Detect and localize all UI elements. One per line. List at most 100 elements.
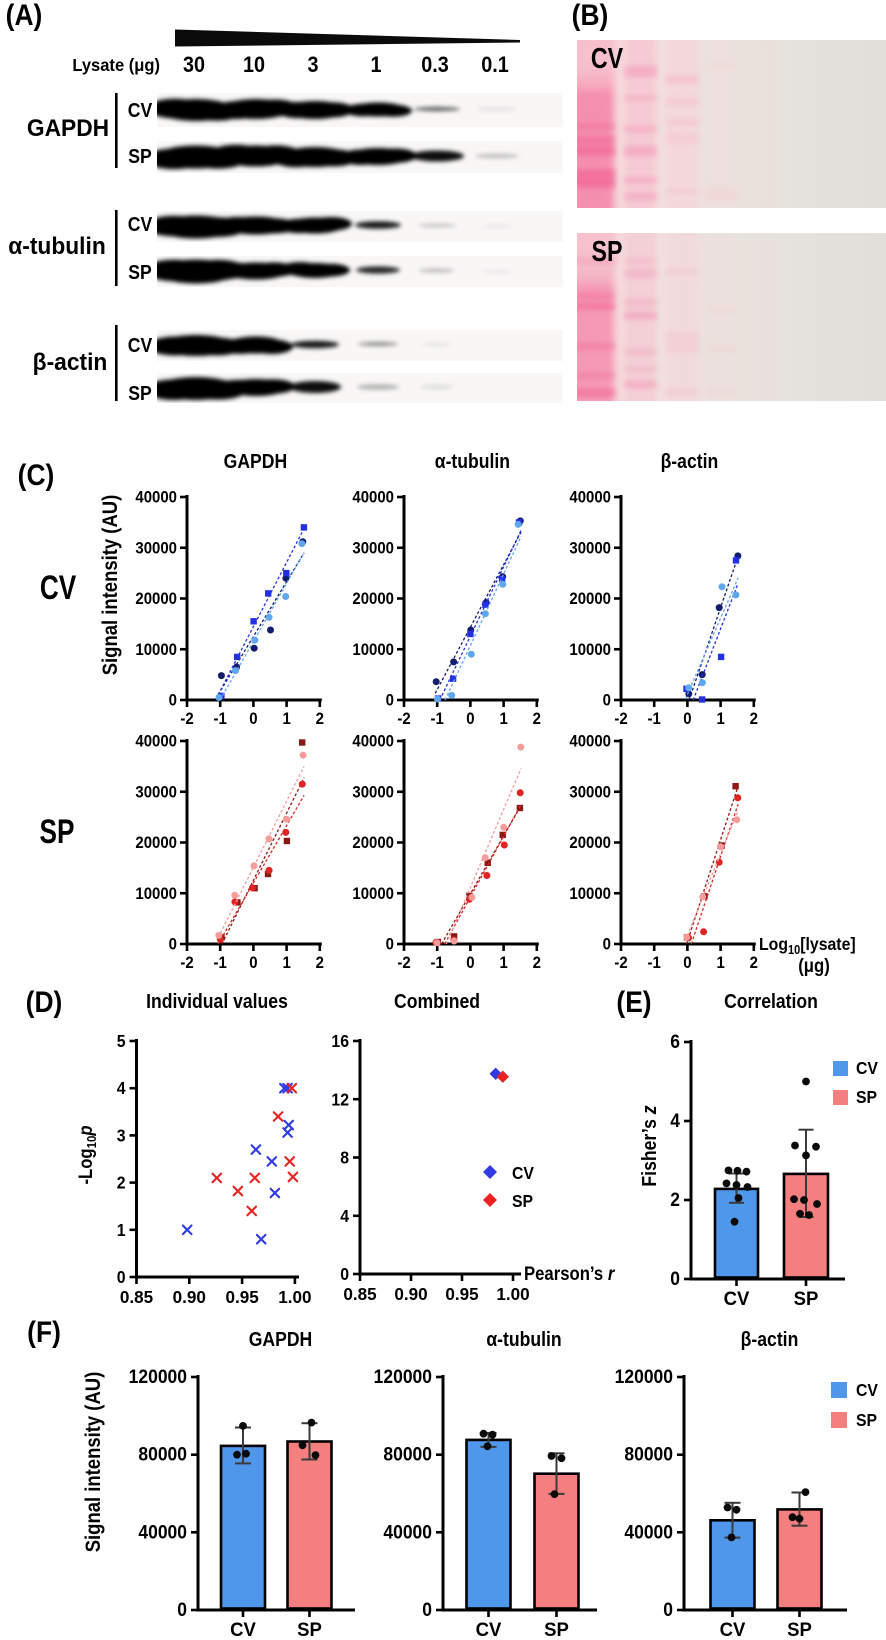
svg-text:40000: 40000 xyxy=(383,1521,432,1543)
svg-text:80000: 80000 xyxy=(624,1443,673,1465)
svg-text:30000: 30000 xyxy=(352,783,394,801)
svg-text:10: 10 xyxy=(243,53,265,77)
svg-text:CV: CV xyxy=(230,1620,256,1640)
svg-text:0: 0 xyxy=(340,1264,349,1284)
svg-text:α-tubulin: α-tubulin xyxy=(486,1328,561,1350)
svg-text:120000: 120000 xyxy=(374,1365,432,1387)
svg-text:CV: CV xyxy=(724,1289,750,1311)
svg-text:0: 0 xyxy=(386,692,394,710)
svg-text:SP: SP xyxy=(787,1620,812,1640)
svg-text:1: 1 xyxy=(716,954,724,972)
svg-text:10000: 10000 xyxy=(135,641,177,659)
svg-text:20000: 20000 xyxy=(352,590,394,608)
svg-text:-1: -1 xyxy=(431,710,444,728)
svg-text:Combined: Combined xyxy=(394,990,480,1012)
svg-text:β-actin: β-actin xyxy=(661,450,719,472)
svg-text:4: 4 xyxy=(117,1078,126,1098)
svg-text:10000: 10000 xyxy=(569,641,611,659)
svg-text:30000: 30000 xyxy=(135,539,177,557)
svg-text:-2: -2 xyxy=(397,710,410,728)
svg-text:40000: 40000 xyxy=(352,733,394,751)
svg-text:2: 2 xyxy=(750,954,758,972)
svg-text:-1: -1 xyxy=(214,954,227,972)
svg-text:(F): (F) xyxy=(27,1314,61,1348)
svg-text:CV: CV xyxy=(856,1058,879,1078)
svg-text:30000: 30000 xyxy=(569,539,611,557)
svg-text:α-tubulin: α-tubulin xyxy=(435,450,510,472)
svg-text:4: 4 xyxy=(340,1206,349,1226)
svg-text:SP: SP xyxy=(40,814,75,851)
svg-text:1.00: 1.00 xyxy=(496,1284,529,1305)
svg-text:40000: 40000 xyxy=(135,489,177,507)
svg-text:1: 1 xyxy=(499,710,507,728)
svg-text:0.85: 0.85 xyxy=(343,1284,376,1305)
svg-text:-2: -2 xyxy=(397,954,410,972)
svg-text:1: 1 xyxy=(499,954,507,972)
svg-text:40000: 40000 xyxy=(138,1521,187,1543)
svg-text:Correlation: Correlation xyxy=(724,990,818,1012)
svg-text:SP: SP xyxy=(794,1289,819,1311)
svg-text:20000: 20000 xyxy=(135,834,177,852)
svg-text:0: 0 xyxy=(663,1598,673,1620)
svg-text:GAPDH: GAPDH xyxy=(249,1328,313,1350)
svg-text:SP: SP xyxy=(856,1410,877,1430)
svg-text:-1: -1 xyxy=(648,710,661,728)
svg-text:α-tubulin: α-tubulin xyxy=(8,232,106,259)
svg-text:(B): (B) xyxy=(572,0,609,31)
svg-text:20000: 20000 xyxy=(569,834,611,852)
svg-text:40000: 40000 xyxy=(569,489,611,507)
svg-text:0: 0 xyxy=(177,1598,187,1620)
svg-text:20000: 20000 xyxy=(569,590,611,608)
svg-text:12: 12 xyxy=(331,1089,349,1109)
svg-text:3: 3 xyxy=(307,53,318,77)
svg-text:8: 8 xyxy=(340,1148,349,1168)
svg-text:3: 3 xyxy=(117,1125,126,1145)
svg-text:1.00: 1.00 xyxy=(278,1287,311,1308)
svg-text:2: 2 xyxy=(117,1173,126,1193)
svg-text:0.85: 0.85 xyxy=(120,1287,153,1308)
svg-text:1: 1 xyxy=(716,710,724,728)
svg-text:-1: -1 xyxy=(214,710,227,728)
svg-text:4: 4 xyxy=(670,1109,681,1131)
svg-text:0.95: 0.95 xyxy=(445,1284,478,1305)
svg-text:30000: 30000 xyxy=(135,783,177,801)
svg-text:120000: 120000 xyxy=(615,1365,673,1387)
svg-text:SP: SP xyxy=(512,1191,533,1211)
svg-text:120000: 120000 xyxy=(129,1365,187,1387)
svg-text:GAPDH: GAPDH xyxy=(224,450,288,472)
svg-text:0: 0 xyxy=(670,1267,680,1289)
svg-text:0: 0 xyxy=(169,936,177,954)
svg-text:2: 2 xyxy=(316,954,324,972)
svg-text:40000: 40000 xyxy=(624,1521,673,1543)
svg-text:-2: -2 xyxy=(180,954,193,972)
svg-text:40000: 40000 xyxy=(135,733,177,751)
svg-text:2: 2 xyxy=(533,710,541,728)
svg-text:0: 0 xyxy=(603,936,611,954)
svg-text:Log10[lysate]: Log10[lysate] xyxy=(759,934,856,957)
svg-text:2: 2 xyxy=(316,710,324,728)
svg-text:0.95: 0.95 xyxy=(225,1287,258,1308)
svg-text:80000: 80000 xyxy=(383,1443,432,1465)
svg-text:40000: 40000 xyxy=(569,733,611,751)
svg-text:10000: 10000 xyxy=(569,885,611,903)
svg-text:20000: 20000 xyxy=(135,590,177,608)
svg-text:30: 30 xyxy=(183,53,205,77)
svg-text:SP: SP xyxy=(297,1620,322,1640)
svg-text:CV: CV xyxy=(856,1380,879,1400)
svg-text:CV: CV xyxy=(40,570,77,607)
svg-text:SP: SP xyxy=(128,145,151,167)
svg-text:Signal intensity (AU): Signal intensity (AU) xyxy=(99,495,122,676)
svg-text:SP: SP xyxy=(128,382,151,404)
svg-text:Fisher’s z: Fisher’s z xyxy=(638,1105,660,1187)
svg-text:Lysate (μg): Lysate (μg) xyxy=(72,54,160,75)
svg-text:CV: CV xyxy=(128,99,153,121)
svg-text:(A): (A) xyxy=(6,0,43,31)
svg-text:5: 5 xyxy=(117,1031,126,1051)
svg-text:Pearson’s r: Pearson’s r xyxy=(524,1263,615,1284)
svg-text:CV: CV xyxy=(512,1163,535,1183)
svg-text:80000: 80000 xyxy=(138,1443,187,1465)
svg-text:0: 0 xyxy=(249,954,257,972)
svg-text:0.90: 0.90 xyxy=(173,1287,206,1308)
svg-text:β-actin: β-actin xyxy=(33,348,108,375)
svg-text:-2: -2 xyxy=(180,710,193,728)
